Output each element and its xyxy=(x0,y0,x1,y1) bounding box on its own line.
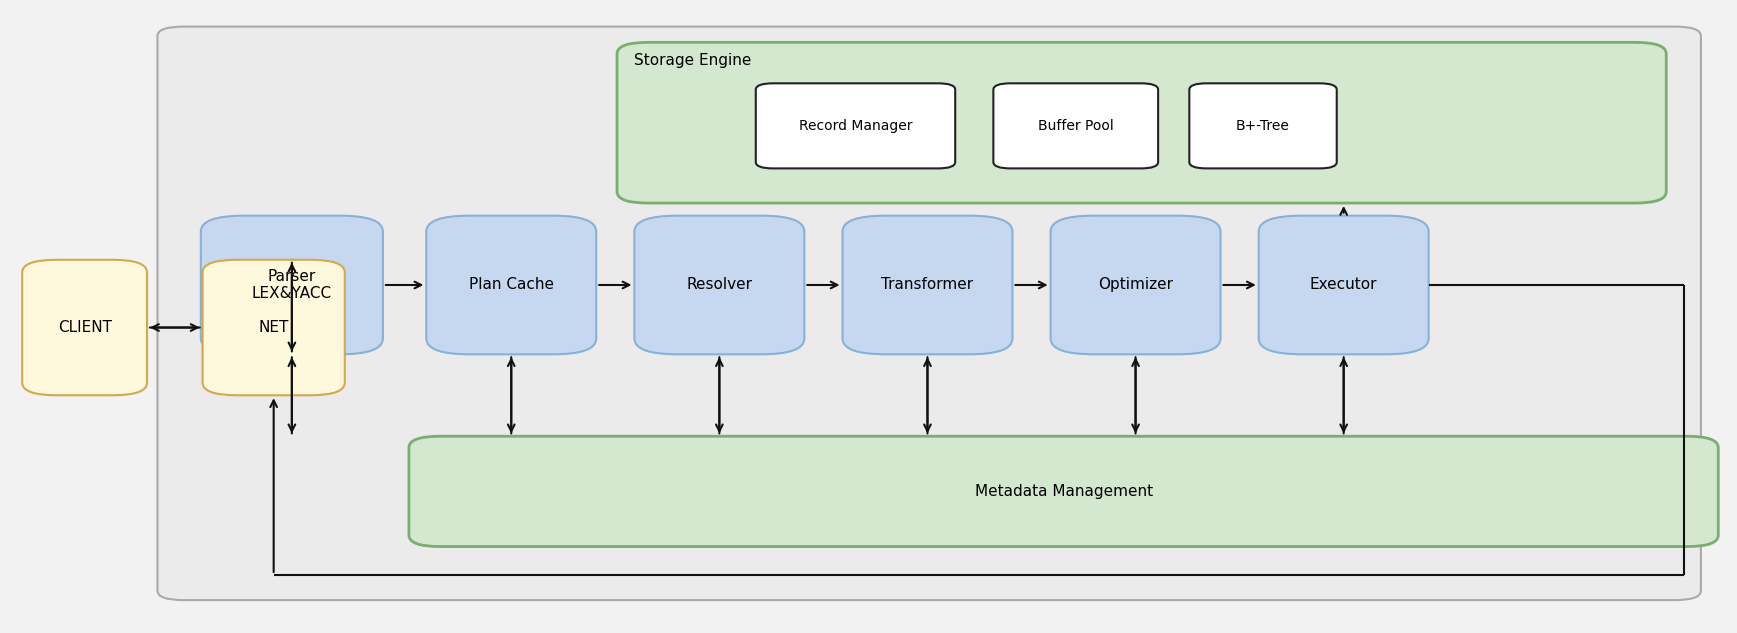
Text: Storage Engine: Storage Engine xyxy=(634,53,752,68)
FancyBboxPatch shape xyxy=(426,216,596,354)
Text: Plan Cache: Plan Cache xyxy=(469,277,554,292)
Text: CLIENT: CLIENT xyxy=(57,320,111,335)
Text: NET: NET xyxy=(259,320,288,335)
FancyBboxPatch shape xyxy=(634,216,804,354)
FancyBboxPatch shape xyxy=(408,436,1718,546)
FancyBboxPatch shape xyxy=(1259,216,1428,354)
Text: Buffer Pool: Buffer Pool xyxy=(1039,119,1113,133)
FancyBboxPatch shape xyxy=(756,84,955,168)
Text: Resolver: Resolver xyxy=(686,277,752,292)
FancyBboxPatch shape xyxy=(617,42,1666,203)
Text: Record Manager: Record Manager xyxy=(799,119,912,133)
FancyBboxPatch shape xyxy=(158,27,1701,600)
FancyBboxPatch shape xyxy=(23,260,148,395)
FancyBboxPatch shape xyxy=(994,84,1159,168)
FancyBboxPatch shape xyxy=(842,216,1013,354)
Text: Parser
LEX&YACC: Parser LEX&YACC xyxy=(252,269,332,301)
FancyBboxPatch shape xyxy=(201,216,382,354)
FancyBboxPatch shape xyxy=(1190,84,1337,168)
Text: Metadata Management: Metadata Management xyxy=(976,484,1153,499)
Text: Optimizer: Optimizer xyxy=(1098,277,1172,292)
Text: Executor: Executor xyxy=(1310,277,1377,292)
Text: Transformer: Transformer xyxy=(881,277,973,292)
Text: B+-Tree: B+-Tree xyxy=(1237,119,1291,133)
FancyBboxPatch shape xyxy=(1051,216,1221,354)
FancyBboxPatch shape xyxy=(203,260,344,395)
